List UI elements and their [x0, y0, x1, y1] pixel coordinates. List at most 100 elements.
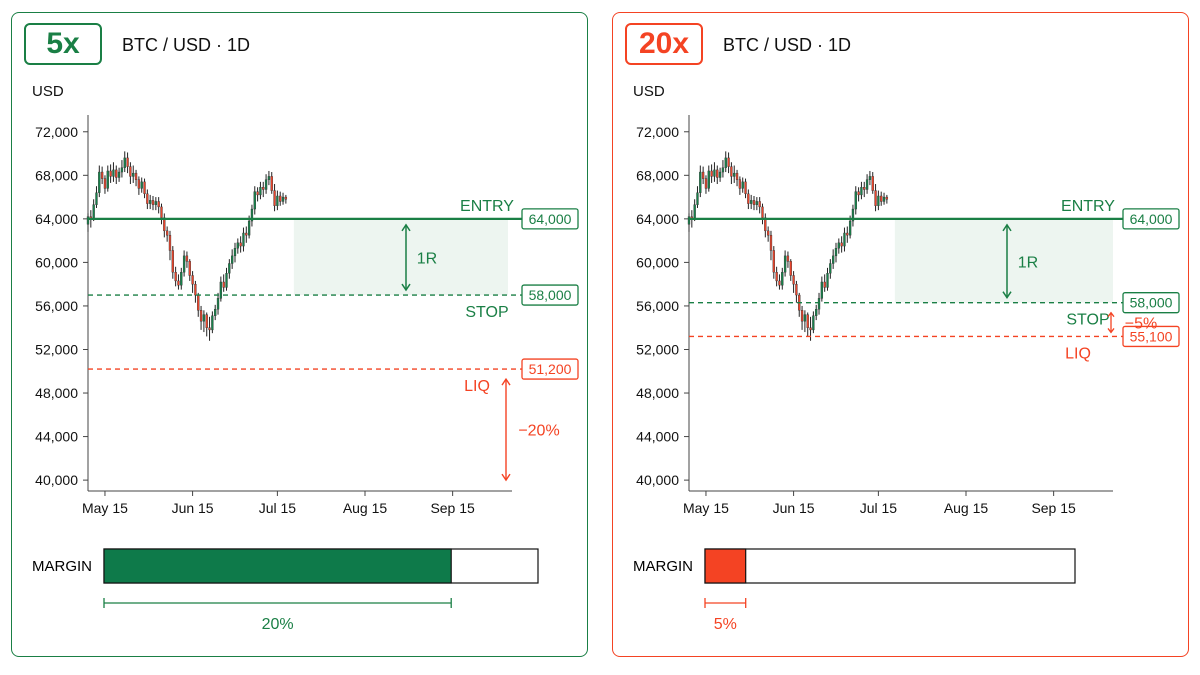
chart-title: BTC / USD · 1D	[122, 35, 251, 55]
liq-price-tag-box	[521, 358, 579, 380]
candle-down	[194, 283, 197, 296]
candle-up	[693, 204, 696, 218]
candle-up	[219, 281, 223, 299]
candle-up	[259, 187, 262, 196]
candle-down	[809, 327, 812, 331]
candle-up	[281, 196, 285, 202]
candle-down	[151, 200, 155, 205]
candle-down	[778, 280, 781, 286]
panel-5x: 5x BTC / USD · 1D USD 40,000 44,000 48,000…	[11, 12, 588, 657]
y-tick-label: 72,000	[636, 124, 679, 140]
candle-down	[157, 201, 160, 208]
candle-up	[877, 195, 880, 206]
candle-down	[103, 178, 107, 189]
candle-down	[761, 206, 764, 218]
candle-up	[826, 273, 829, 288]
chart-title: BTC / USD · 1D	[723, 35, 852, 55]
candle-down	[115, 169, 118, 178]
candle-up	[781, 271, 784, 286]
candle-up	[755, 201, 759, 205]
candle-up	[211, 315, 214, 331]
entry-label: ENTRY	[1061, 198, 1115, 215]
x-tick-label: Jun 15	[172, 500, 214, 516]
candle-down	[191, 275, 194, 285]
y-tick-label: 68,000	[35, 167, 78, 183]
entry-price-tag: 64,000	[529, 211, 572, 227]
candle-down	[174, 271, 177, 282]
liq-price-tag-box	[1122, 325, 1180, 348]
candle-up	[112, 169, 115, 177]
drawdown-arrow-head-down	[1107, 328, 1115, 334]
candle-up	[865, 179, 869, 190]
x-tick-label: Sep 15	[1031, 500, 1076, 516]
candle-down	[880, 195, 883, 202]
candle-down	[730, 166, 733, 177]
candle-down	[129, 166, 132, 177]
y-tick-label: 64,000	[636, 211, 679, 227]
y-tick-label: 56,000	[636, 298, 679, 314]
y-tick-label: 48,000	[636, 385, 679, 401]
candle-up	[837, 242, 840, 249]
risk-label: 1R	[1018, 254, 1038, 271]
stop-price-tag: 58,000	[1130, 295, 1173, 311]
candle-down	[800, 310, 804, 322]
margin-label: MARGIN	[633, 558, 693, 575]
candle-down	[208, 327, 211, 331]
y-tick-label: 68,000	[636, 167, 679, 183]
candle-down	[874, 190, 877, 206]
candle-up	[236, 242, 239, 249]
x-tick-label: Jun 15	[773, 500, 815, 516]
stop-label: STOP	[1066, 312, 1109, 329]
stop-label: STOP	[465, 304, 508, 321]
candle-down	[177, 280, 180, 286]
candlestick-chart: 40,000 44,000 48,000 52,000 56,000 60,000 64,0…	[633, 115, 1180, 633]
margin-bar-fill	[103, 548, 452, 584]
candle-up	[713, 169, 716, 177]
y-tick-label: 56,000	[35, 298, 78, 314]
candle-up	[117, 171, 121, 178]
candle-down	[245, 232, 248, 236]
candle-up	[783, 255, 787, 273]
candle-down	[735, 172, 739, 180]
candle-up	[721, 167, 725, 173]
candle-down	[137, 179, 141, 189]
candle-down	[747, 193, 750, 204]
candle-up	[868, 176, 872, 180]
candle-up	[843, 232, 846, 247]
entry-price-tag-box	[521, 208, 579, 230]
x-tick-label: Aug 15	[343, 500, 388, 516]
candle-down	[165, 230, 169, 236]
candle-down	[146, 193, 149, 204]
candle-up	[106, 170, 109, 189]
margin-bar-track	[704, 548, 1076, 584]
candle-down	[738, 179, 742, 189]
x-tick-label: Aug 15	[944, 500, 989, 516]
panel-20x: 20x BTC / USD · 1D USD 40,000 44,000 48,00…	[612, 12, 1189, 657]
candle-up	[860, 187, 863, 196]
candle-down	[758, 201, 761, 208]
candle-down	[222, 281, 225, 288]
candle-down	[704, 178, 708, 189]
candle-up	[242, 232, 245, 247]
margin-caption: 5%	[714, 616, 737, 633]
candle-down	[786, 255, 790, 262]
stop-price-tag-box	[521, 284, 579, 306]
leverage-badge: 5x	[24, 23, 102, 65]
y-axis-label: USD	[32, 83, 64, 100]
y-tick-label: 60,000	[35, 254, 78, 270]
candle-down	[160, 206, 163, 218]
candle-up	[817, 298, 821, 310]
candle-up	[95, 192, 98, 205]
candle-down	[205, 314, 208, 328]
x-tick-label: Jul 15	[860, 500, 898, 516]
y-tick-label: 72,000	[35, 124, 78, 140]
candle-up	[741, 181, 744, 189]
candlestick-chart: 40,000 44,000 48,000 52,000 56,000 60,000 64,0…	[32, 115, 579, 633]
leverage-badge: 20x	[625, 23, 703, 65]
candle-up	[216, 298, 220, 310]
candle-down	[270, 176, 273, 191]
candle-up	[214, 309, 217, 316]
entry-label: ENTRY	[460, 198, 514, 215]
x-tick-label: May 15	[683, 500, 729, 516]
candle-down	[772, 250, 775, 273]
